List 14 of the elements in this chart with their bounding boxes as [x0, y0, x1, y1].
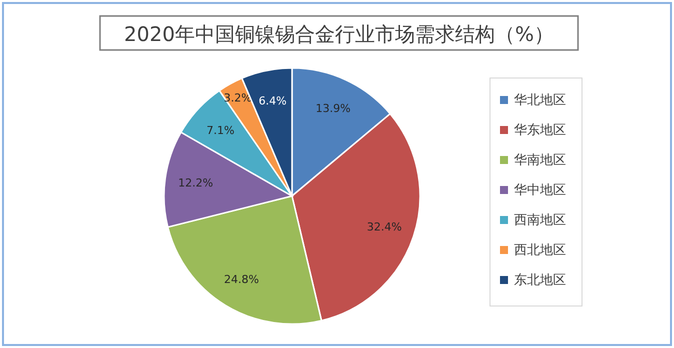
data-label: 12.2%: [178, 176, 214, 190]
legend-label: 西南地区: [514, 213, 566, 228]
legend-label: 华南地区: [514, 153, 566, 168]
chart-title: 2020年中国铜镍锡合金行业市场需求结构（%）: [124, 22, 554, 46]
data-label: 32.4%: [366, 220, 402, 234]
legend-label: 西北地区: [514, 243, 566, 258]
data-label: 6.4%: [258, 94, 287, 108]
data-label: 24.8%: [224, 273, 259, 286]
legend-label: 华东地区: [514, 123, 566, 138]
data-label: 7.1%: [206, 124, 234, 138]
legend-label: 华北地区: [514, 93, 566, 108]
legend-label: 华中地区: [514, 183, 566, 198]
data-label: 13.9%: [316, 102, 351, 115]
legend-label: 东北地区: [514, 273, 566, 288]
